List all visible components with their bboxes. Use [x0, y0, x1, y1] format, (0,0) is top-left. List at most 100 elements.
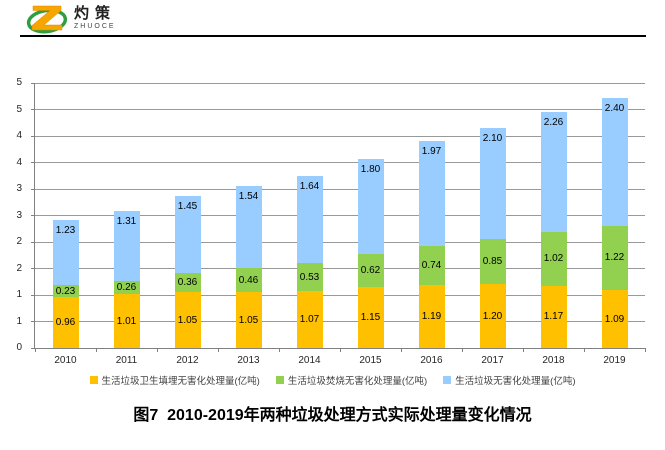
gridline: [35, 215, 645, 216]
bar-value-label: 0.26: [116, 282, 137, 294]
x-axis-label: 2016: [420, 355, 443, 366]
x-axis-label: 2014: [298, 355, 321, 366]
y-tick: [31, 294, 35, 296]
bar-value-label: 0.53: [299, 271, 320, 283]
x-tick: [339, 348, 341, 352]
bar-value-label: 1.09: [604, 313, 625, 325]
bar-value-label: 1.31: [116, 216, 137, 228]
bar-value-label: 1.15: [360, 312, 381, 324]
logo-text: 灼策 ZHUOCE: [74, 5, 116, 31]
bar-segment-series1-2015: [357, 287, 384, 348]
bar-segment-series1-2019: [601, 290, 628, 348]
y-axis-label: 4: [16, 130, 22, 141]
bar-value-label: 2.10: [482, 133, 503, 145]
bar-value-label: 1.01: [116, 315, 137, 327]
bar-value-label: 0.62: [360, 265, 381, 277]
gridline: [35, 241, 645, 243]
y-axis-label: 2: [16, 236, 22, 247]
bar-segment-series1-2013: [235, 292, 262, 348]
x-tick: [217, 348, 219, 352]
y-axis-label: 5: [16, 103, 22, 115]
x-axis-label: 2010: [54, 355, 77, 366]
bar-value-label: 1.23: [55, 224, 76, 236]
bar-segment-series3-2016: [418, 141, 445, 246]
bar-segment-series3-2017: [479, 128, 506, 240]
bar-segment-series1-2018: [540, 285, 567, 348]
bar-segment-series2-2018: [540, 231, 567, 286]
bar-segment-series2-2013: [235, 267, 262, 293]
y-axis-label: 4: [16, 156, 22, 168]
bar-segment-series3-2013: [235, 186, 262, 268]
gridline: [35, 294, 645, 296]
bar-value-label: 2.40: [604, 103, 625, 115]
bar-segment-series1-2012: [174, 292, 201, 348]
bar-segment-series1-2010: [52, 297, 79, 348]
y-tick: [31, 162, 35, 163]
x-axis-label: 2012: [176, 355, 199, 366]
x-tick: [461, 348, 463, 352]
y-tick: [31, 82, 35, 84]
bar-segment-series3-2012: [174, 196, 201, 274]
logo-brand: 灼策: [74, 5, 117, 22]
y-axis-label: 3: [16, 183, 22, 194]
logo: 灼策 ZHUOCE: [26, 2, 116, 34]
gridline: [35, 162, 645, 163]
bar-segment-series3-2010: [52, 219, 79, 285]
bar-segment-series2-2014: [296, 263, 323, 292]
bar-value-label: 1.02: [543, 253, 564, 265]
header-divider: [20, 35, 646, 37]
gridline: [35, 268, 645, 269]
x-tick: [644, 348, 646, 352]
bar-segment-series1-2017: [479, 284, 506, 348]
bar-value-label: 0.46: [238, 274, 259, 286]
legend-label: 生活垃圾无害化处理量(亿吨): [455, 376, 576, 387]
bar-value-label: 2.26: [543, 117, 564, 129]
logo-subtitle: ZHUOCE: [74, 23, 116, 30]
bar-value-label: 1.05: [177, 314, 198, 326]
x-tick: [95, 348, 97, 352]
gridline: [35, 82, 645, 84]
legend-swatch-icon: [275, 376, 284, 384]
gridline: [35, 109, 645, 110]
bar-segment-series2-2017: [479, 239, 506, 285]
x-tick: [522, 348, 524, 352]
legend-label: 生活垃圾卫生填埋无害化处理量(亿吨): [101, 376, 260, 387]
y-tick: [31, 188, 35, 190]
bar-value-label: 1.05: [238, 314, 259, 326]
bar-segment-series2-2016: [418, 245, 445, 285]
bar-value-label: 1.07: [299, 314, 320, 326]
y-tick: [31, 347, 35, 349]
legend-swatch-icon: [443, 376, 452, 384]
legend-item-series1: 生活垃圾卫生填埋无害化处理量(亿吨): [89, 373, 260, 387]
bar-value-label: 1.97: [421, 146, 442, 158]
y-tick: [31, 109, 35, 110]
bar-segment-series2-2012: [174, 273, 201, 293]
y-tick: [31, 135, 35, 137]
bar-value-label: 1.20: [482, 310, 503, 322]
bar-value-label: 1.64: [299, 181, 320, 193]
bar-segment-series3-2011: [113, 211, 140, 281]
bar-value-label: 1.17: [543, 311, 564, 323]
y-tick: [31, 268, 35, 269]
legend-item-series2: 生活垃圾焚烧无害化处理量(亿吨): [275, 373, 427, 387]
gridline: [35, 188, 645, 190]
bar-value-label: 0.23: [55, 285, 76, 297]
x-axis-line: [35, 348, 645, 349]
bar-segment-series3-2018: [540, 112, 567, 232]
y-tick: [31, 321, 35, 322]
bar-segment-series2-2015: [357, 254, 384, 288]
x-tick: [278, 348, 280, 352]
x-axis-label: 2018: [542, 355, 565, 366]
x-axis-label: 2015: [359, 355, 382, 366]
bar-segment-series1-2011: [113, 294, 140, 348]
bar-segment-series3-2015: [357, 158, 384, 255]
gridline: [35, 321, 645, 322]
y-axis-label: 1: [16, 289, 22, 300]
bar-value-label: 1.54: [238, 191, 259, 203]
bar-value-label: 1.22: [604, 252, 625, 264]
bar-value-label: 0.85: [482, 256, 503, 268]
y-axis-label: 0: [16, 342, 22, 353]
x-tick: [583, 348, 585, 352]
